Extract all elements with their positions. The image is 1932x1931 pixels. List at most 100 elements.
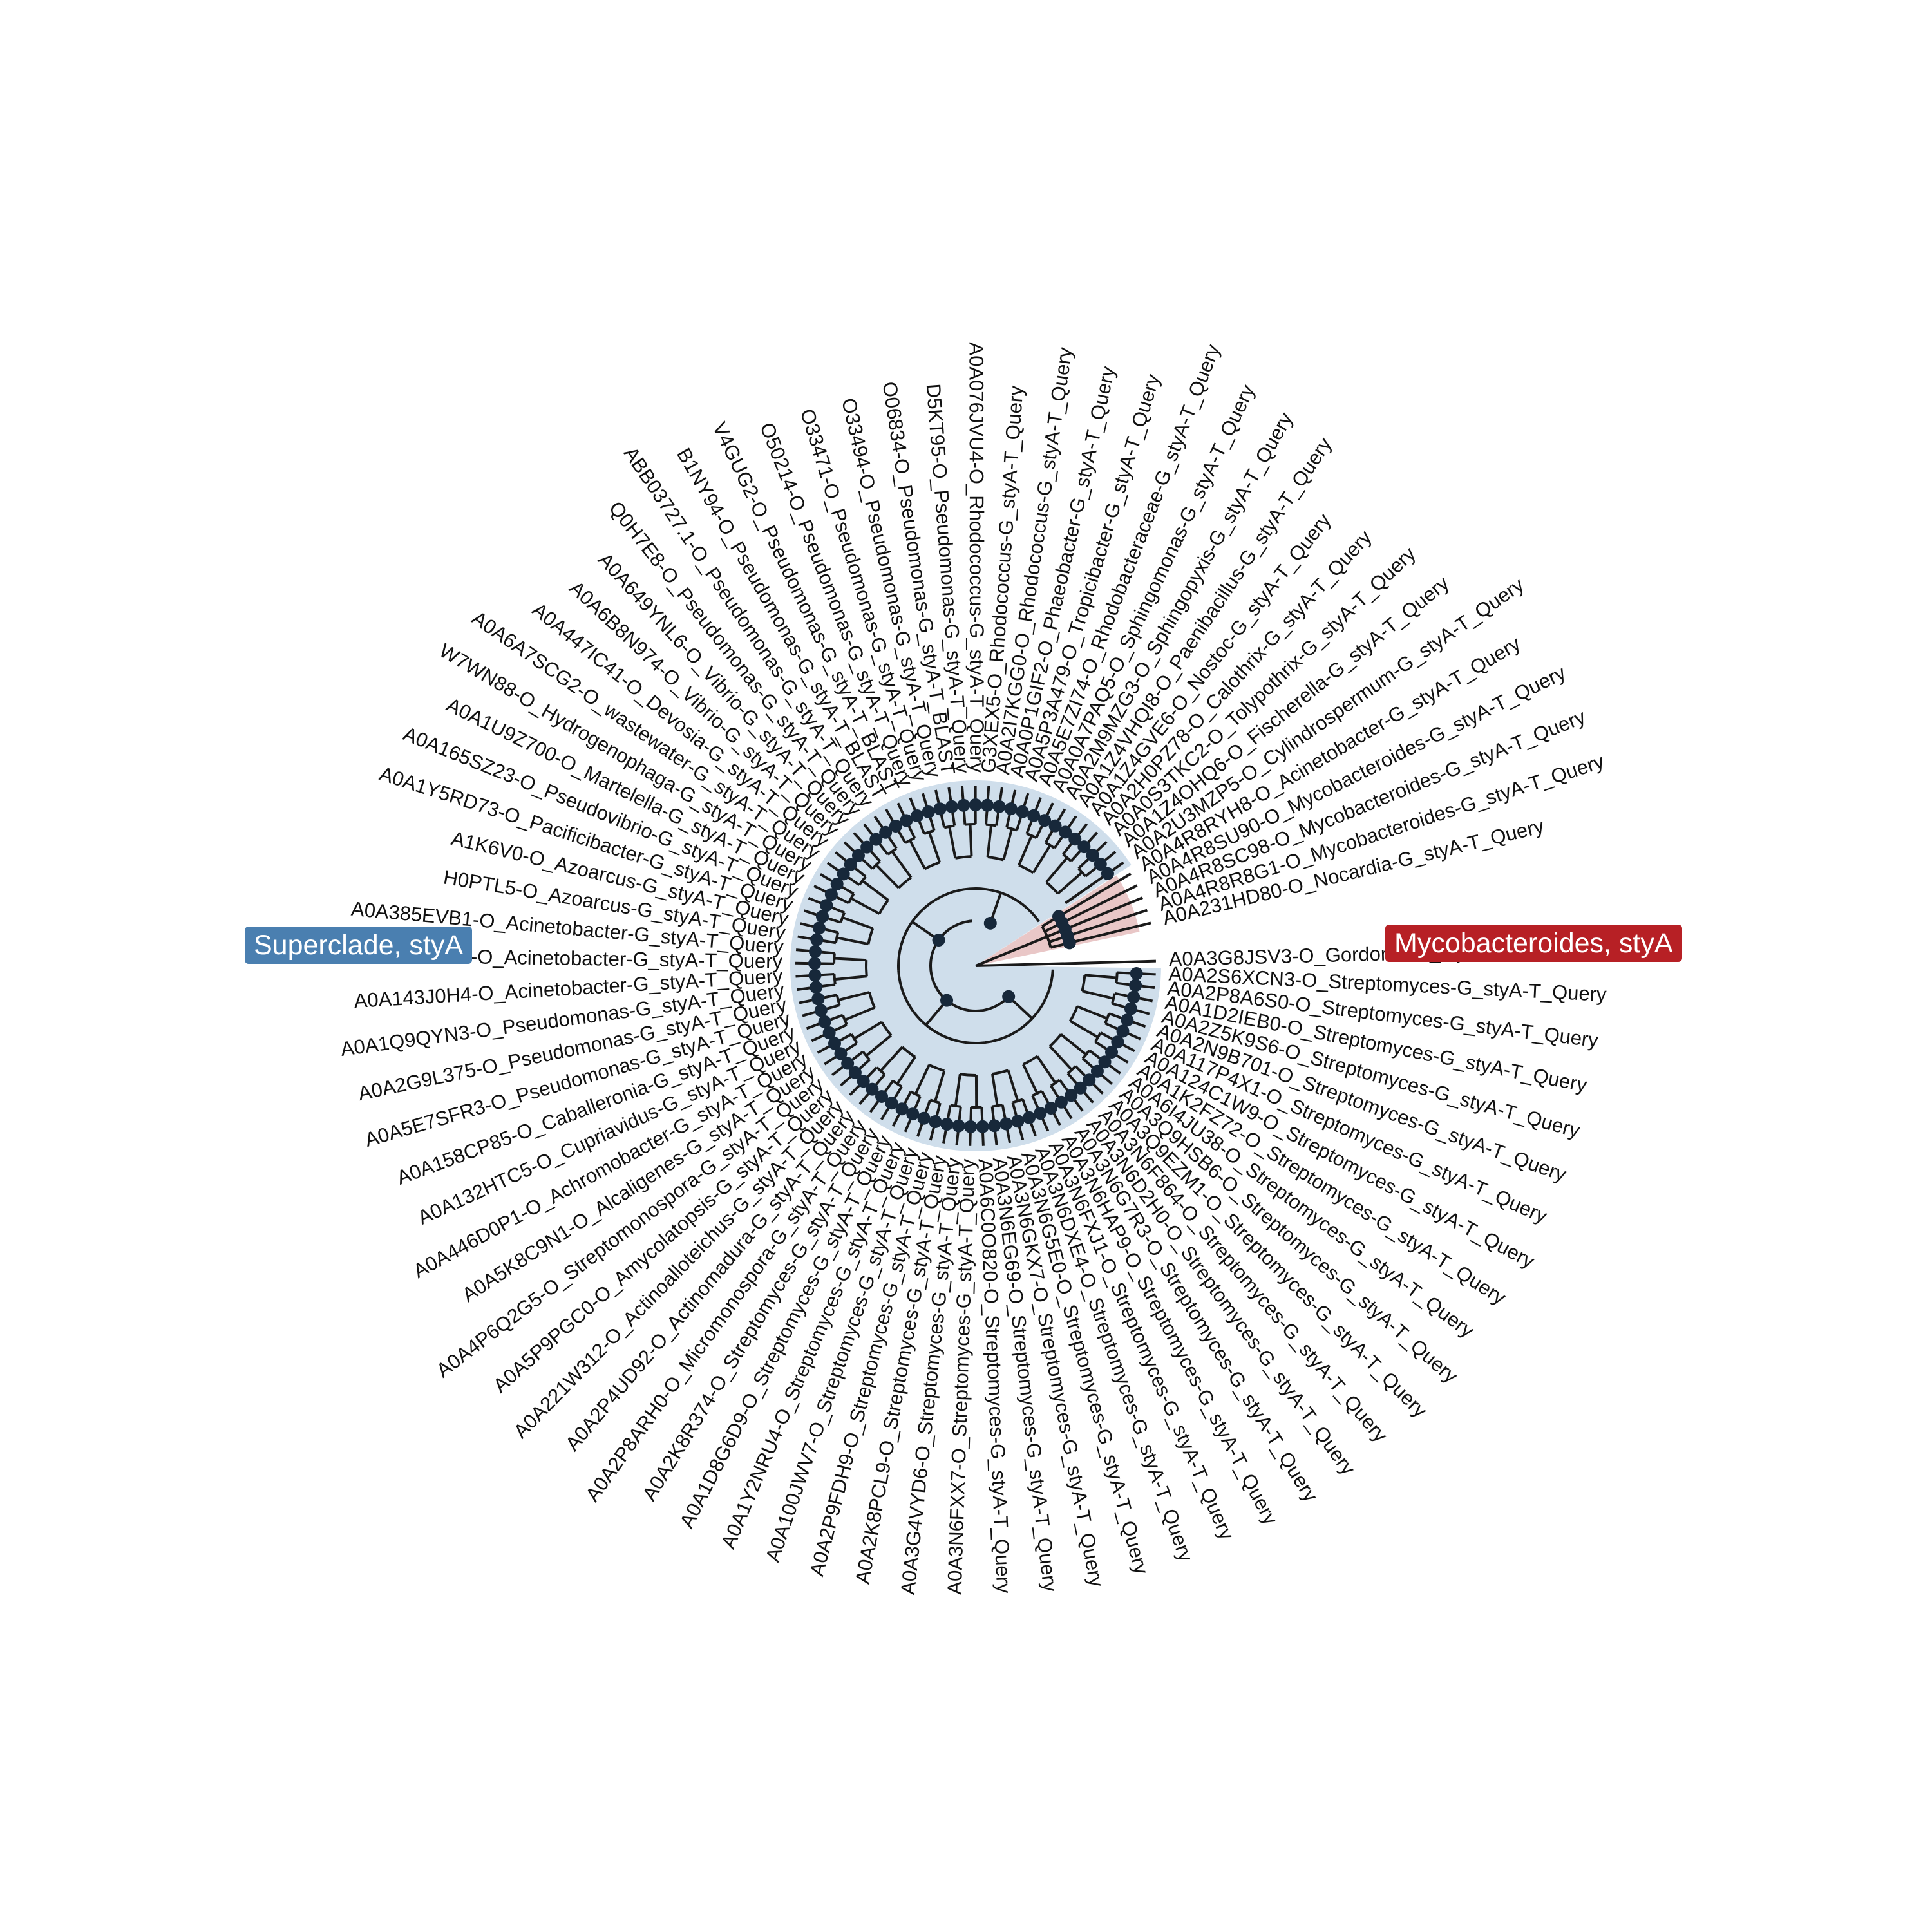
tree-nodes (808, 798, 1143, 1133)
node-support-dot (911, 809, 924, 823)
node-support-dot (992, 800, 1006, 813)
inner-branch (948, 826, 957, 859)
group-arc (880, 1021, 893, 1037)
group-arc (898, 876, 912, 889)
node-support-dot (808, 945, 822, 958)
node-support-dot (808, 968, 822, 982)
myco-stem (975, 935, 1048, 967)
node-support-dot (1059, 825, 1072, 839)
node-support-dot (848, 1066, 862, 1079)
node-support-dot (841, 1057, 855, 1070)
node-support-dot (1101, 867, 1114, 880)
node-support-dot (1121, 1013, 1134, 1027)
node-support-dot (816, 910, 829, 923)
node-support-dot (906, 1107, 920, 1121)
pair-arc (833, 953, 836, 964)
node-support-dot (814, 1004, 828, 1017)
pair-arc (943, 824, 955, 829)
pair-arc (929, 1098, 941, 1104)
node-support-dot (1105, 1046, 1119, 1059)
pair-arc (841, 1014, 848, 1026)
pair-arc (923, 829, 935, 835)
node-support-dot (1090, 1064, 1104, 1078)
inner-branch (1048, 1045, 1073, 1071)
node-support-dot (828, 1037, 841, 1050)
inner-branch (880, 1046, 904, 1072)
group-arc (1045, 881, 1059, 895)
clade-arc (897, 970, 985, 1044)
inner-branch (891, 851, 913, 878)
tip-label: A0A076JVU4-O_Rhodococcus-G_styA-T_Query (965, 342, 988, 773)
inner-branch (986, 825, 993, 858)
node-support-dot (1068, 833, 1082, 846)
node-support-dot (830, 877, 844, 890)
node-support-dot (1048, 819, 1062, 833)
node-support-dot (1094, 858, 1107, 871)
node-support-dot (866, 1082, 879, 1096)
inner-branch (909, 840, 926, 870)
node-support-dot (940, 1117, 954, 1131)
node-support-dot (860, 840, 874, 854)
tip-branch (975, 959, 1156, 967)
group-arc (878, 899, 889, 915)
node-support-dot (1065, 1089, 1078, 1102)
node-support-dot (900, 814, 913, 827)
node-support-dot (1027, 809, 1041, 822)
node-support-dot (810, 981, 823, 994)
group-arc (1081, 975, 1086, 992)
node-support-dot (929, 1115, 942, 1129)
inner-branch (861, 880, 889, 901)
inner-branch (927, 831, 942, 863)
pair-arc (1111, 993, 1116, 1004)
node-support-dot (1004, 802, 1018, 816)
node-support-dot (869, 833, 883, 846)
pair-arc (1062, 853, 1072, 862)
node-support-dot (988, 1119, 1001, 1133)
node-support-dot (1002, 990, 1016, 1003)
group-arc (924, 861, 940, 871)
group-arc (901, 1046, 916, 1059)
node-support-dot (976, 1120, 989, 1133)
inner-branch (1018, 835, 1033, 866)
node-support-dot (857, 1075, 870, 1088)
node-support-dot (1116, 1024, 1130, 1038)
group-arc (955, 855, 972, 860)
group-arc (867, 928, 875, 945)
node-support-dot (879, 825, 893, 839)
node-support-dot (1038, 814, 1052, 827)
inner-branch (1002, 828, 1014, 861)
node-support-dot (820, 899, 833, 912)
node-support-dot (1044, 1101, 1057, 1115)
node-support-dot (889, 819, 902, 833)
node-support-dot (1077, 840, 1091, 854)
root-arc (929, 919, 1011, 1012)
node-support-dot (810, 933, 824, 947)
node-support-dot (917, 1111, 931, 1125)
node-support-dot (1111, 1035, 1124, 1049)
node-support-dot (1130, 966, 1143, 980)
myco-arc (1041, 925, 1052, 948)
node-support-dot (851, 849, 865, 862)
pair-arc (834, 932, 840, 943)
node-support-dot (822, 1026, 836, 1040)
pair-arc (871, 860, 881, 870)
node-support-dot (957, 798, 971, 812)
node-support-dot (1034, 1107, 1047, 1120)
node-support-dot (999, 1117, 1013, 1131)
pair-arc (904, 836, 916, 844)
inner-branch (1081, 990, 1114, 1000)
node-support-dot (824, 888, 838, 901)
node-support-dot (945, 800, 958, 813)
group-arc (960, 1073, 976, 1077)
node-support-dot (1098, 1055, 1112, 1069)
node-support-dot (952, 1119, 965, 1133)
pair-arc (1115, 972, 1119, 983)
pair-arc (1077, 867, 1087, 878)
node-support-dot (875, 1089, 889, 1103)
node-support-dot (1011, 1115, 1025, 1128)
inner-branch (1065, 883, 1093, 905)
inner-branch (1077, 1005, 1108, 1020)
inner-branch (914, 1064, 931, 1095)
inner-branch (1007, 1069, 1019, 1102)
node-support-dot (969, 798, 982, 812)
